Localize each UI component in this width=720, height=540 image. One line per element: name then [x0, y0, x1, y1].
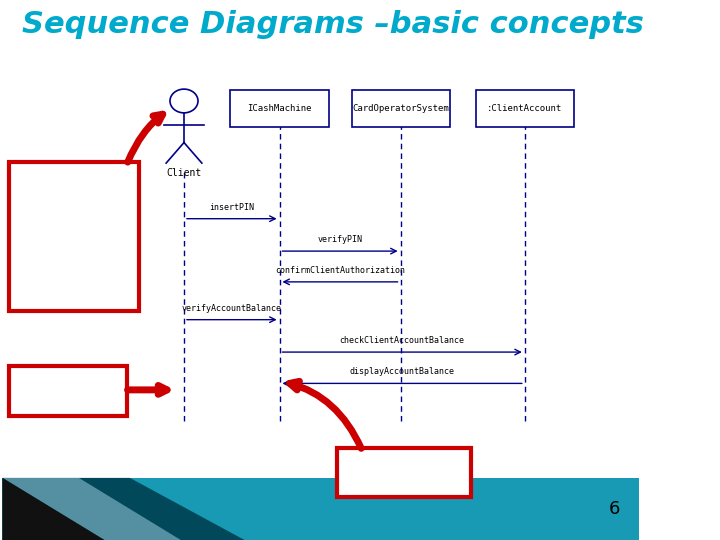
- Text: Classifier: Classifier: [16, 195, 132, 215]
- Polygon shape: [2, 478, 181, 540]
- Text: Sequence Diagrams –basic concepts: Sequence Diagrams –basic concepts: [22, 10, 644, 39]
- FancyBboxPatch shape: [476, 90, 574, 127]
- Text: verifyAccountBalance: verifyAccountBalance: [181, 303, 282, 313]
- FancyBboxPatch shape: [2, 478, 639, 540]
- Text: verifyPIN: verifyPIN: [318, 235, 363, 244]
- FancyBboxPatch shape: [9, 366, 127, 416]
- Text: Client: Client: [166, 168, 202, 179]
- Polygon shape: [2, 478, 104, 540]
- Text: confirmClientAuthorization: confirmClientAuthorization: [275, 266, 405, 275]
- FancyBboxPatch shape: [351, 90, 449, 127]
- FancyBboxPatch shape: [9, 162, 140, 310]
- Text: Lifeline: Lifeline: [24, 381, 112, 401]
- Text: :ClientAccount: :ClientAccount: [487, 104, 562, 113]
- FancyBboxPatch shape: [337, 448, 471, 497]
- Text: checkClientAccountBalance: checkClientAccountBalance: [340, 336, 464, 345]
- Text: ICashMachine: ICashMachine: [247, 104, 312, 113]
- Text: Message: Message: [349, 462, 459, 483]
- FancyBboxPatch shape: [230, 90, 328, 127]
- Polygon shape: [2, 478, 245, 540]
- Text: displayAccountBalance: displayAccountBalance: [350, 367, 454, 376]
- Text: insertPIN: insertPIN: [210, 202, 254, 212]
- Text: CardOperatorSystem: CardOperatorSystem: [352, 104, 449, 113]
- Text: (actor, object,
interface,
package): (actor, object, interface, package): [9, 225, 140, 291]
- Text: 6: 6: [609, 500, 620, 518]
